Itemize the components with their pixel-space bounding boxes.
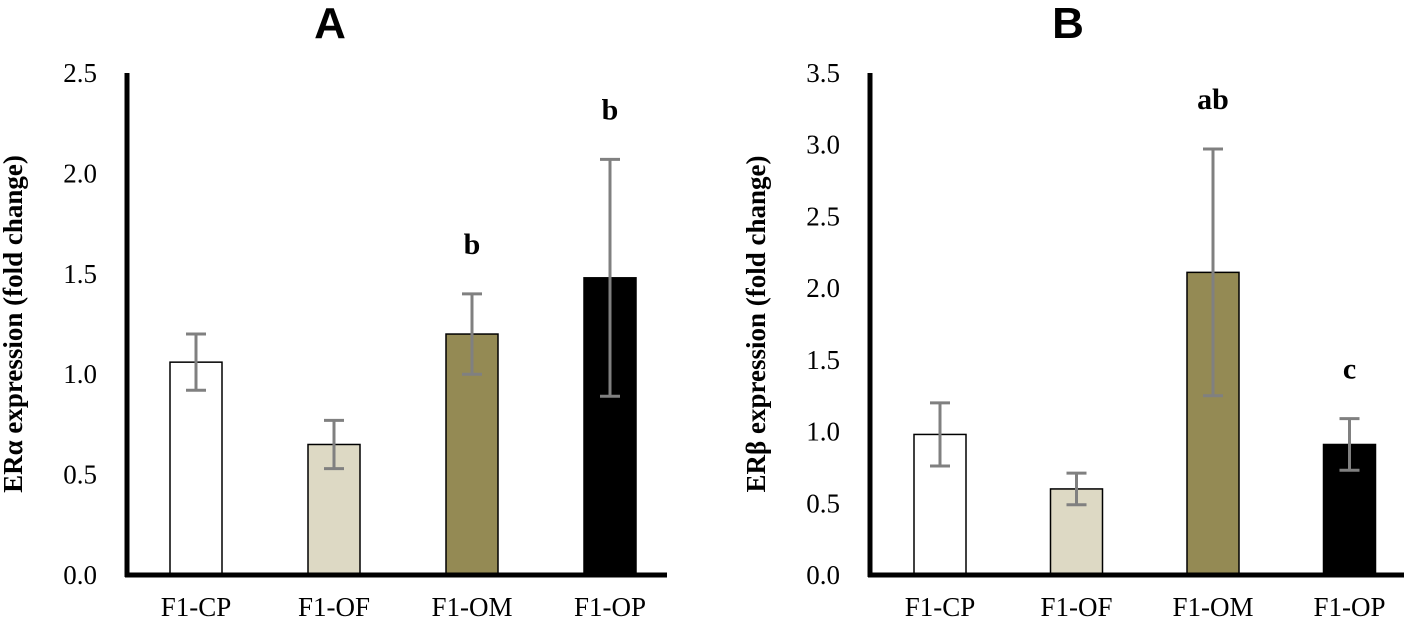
panel-a-category-label: F1-OP [574,592,646,622]
panel-a-y-tick-label: 2.0 [63,158,97,188]
panel-b-category-label: F1-OF [1040,592,1112,622]
panel-b-y-tick-label: 0.5 [806,488,840,518]
panel-b-category-label: F1-OM [1172,592,1253,622]
panel-a-y-tick-label: 2.5 [63,58,97,88]
panel-b-y-axis-title: ERβ expression (fold change) [741,156,771,493]
panel-b-category-label: F1-CP [905,592,976,622]
panel-b-significance-label: c [1343,353,1356,386]
panel-b-y-tick-label: 1.5 [806,345,840,375]
panel-a-bar [169,361,223,576]
panel-b-chart: B ERβ expression (fold change) 0.0 0.5 1.0 1.… [741,0,1404,622]
panel-b-bar [1322,443,1377,576]
panel-a-y-tick-label: 0.5 [63,460,97,490]
panel-a-category-label: F1-OF [298,592,370,622]
panel-a-category-label: F1-OM [431,592,512,622]
panel-b-y-tick-label: 2.5 [806,201,840,231]
panel-b-y-tick-label: 2.0 [806,273,840,303]
panel-b-category-label: F1-OP [1313,592,1385,622]
panel-a-category-label: F1-CP [161,592,232,622]
panel-a-y-tick-label: 1.0 [63,359,97,389]
panel-a-significance-label: b [602,93,619,126]
panel-a-title: A [314,0,346,48]
panel-a-y-tick-label: 0.0 [63,560,97,590]
panel-a-significance-label: b [464,228,481,261]
panel-b-title: B [1052,0,1084,48]
panel-b-significance-label: ab [1197,83,1229,116]
panel-b-y-tick-label: 3.5 [806,58,840,88]
panel-a-chart: A ERα expression (fold change) 0.0 0.5 1.0 1.… [0,0,667,622]
panel-b-y-tick-label: 1.0 [806,417,840,447]
panel-b-y-tick-label: 0.0 [806,560,840,590]
panel-b-y-tick-label: 3.0 [806,130,840,160]
panel-a-y-tick-label: 1.5 [63,259,97,289]
panel-a-y-axis-title: ERα expression (fold change) [0,155,28,493]
